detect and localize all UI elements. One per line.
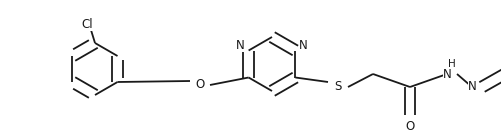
Text: S: S bbox=[334, 81, 342, 93]
Text: N: N bbox=[467, 81, 476, 93]
Text: O: O bbox=[195, 79, 204, 92]
Text: Cl: Cl bbox=[81, 18, 93, 32]
Text: N: N bbox=[236, 39, 245, 52]
Text: H: H bbox=[448, 59, 456, 69]
Text: N: N bbox=[442, 68, 451, 81]
Text: O: O bbox=[405, 119, 415, 132]
Text: N: N bbox=[299, 39, 308, 52]
